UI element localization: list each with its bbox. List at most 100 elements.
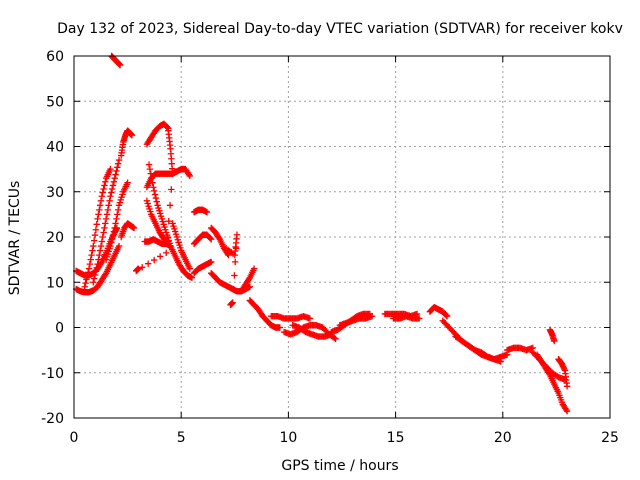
- data-point: [186, 172, 193, 180]
- data-point: [110, 228, 118, 235]
- data-point: [149, 179, 156, 186]
- data-point: [111, 224, 118, 232]
- y-tick-label: -20: [41, 411, 64, 427]
- data-point: [246, 283, 254, 290]
- data-point: [208, 236, 215, 243]
- data-point: [102, 178, 109, 185]
- data-point: [96, 206, 103, 214]
- data-point: [108, 189, 115, 196]
- chart-title: Day 132 of 2023, Sidereal Day-to-day VTE…: [57, 21, 623, 37]
- data-point: [188, 274, 196, 281]
- axis-ticks: [73, 55, 611, 419]
- data-point: [111, 174, 118, 182]
- data-point: [96, 251, 103, 259]
- data-point: [92, 268, 100, 275]
- data-point: [153, 198, 160, 205]
- data-point: [107, 193, 114, 200]
- data-point: [109, 182, 117, 189]
- data-point: [103, 211, 111, 218]
- data-point: [84, 272, 91, 280]
- y-tick-labels: -20 -10 0 10 20 30 40 50 60: [41, 49, 64, 427]
- x-tick-label: 25: [601, 430, 619, 446]
- y-tick-label: 20: [46, 230, 64, 246]
- data-point: [152, 194, 160, 202]
- x-axis-label: GPS time / hours: [281, 458, 398, 474]
- data-point: [89, 247, 96, 254]
- data-point: [150, 184, 157, 191]
- data-point: [146, 165, 154, 173]
- data-point: [185, 171, 193, 178]
- data-point: [203, 208, 211, 216]
- data-point: [110, 178, 118, 185]
- x-tick-label: 20: [494, 430, 512, 446]
- data-point: [276, 324, 284, 331]
- x-tick-label: 15: [387, 430, 405, 446]
- data-point: [101, 224, 108, 232]
- data-point: [162, 249, 170, 257]
- data-point: [98, 238, 106, 245]
- data-points: [72, 52, 571, 415]
- data-point: [86, 260, 94, 268]
- y-tick-label: 10: [46, 275, 64, 291]
- data-point: [166, 202, 174, 209]
- gridlines: [74, 56, 610, 418]
- data-point: [93, 264, 100, 271]
- data-point: [306, 315, 314, 322]
- data-point: [97, 197, 105, 204]
- data-point: [124, 179, 131, 186]
- data-point: [100, 229, 107, 236]
- data-point: [106, 197, 113, 204]
- data-point: [138, 264, 146, 271]
- data-point: [233, 231, 241, 238]
- y-tick-label: 30: [46, 185, 64, 201]
- data-point: [144, 260, 152, 267]
- data-point: [114, 160, 122, 167]
- data-point: [169, 170, 176, 177]
- data-point: [90, 279, 97, 286]
- data-point: [116, 61, 124, 69]
- data-point: [107, 165, 114, 173]
- data-point: [81, 283, 88, 290]
- y-tick-label: 50: [46, 94, 64, 110]
- y-tick-label: 0: [55, 321, 64, 337]
- x-tick-label: 0: [70, 430, 79, 446]
- data-point: [102, 220, 109, 227]
- data-point: [250, 265, 258, 272]
- data-point: [113, 167, 120, 175]
- data-point: [563, 408, 571, 415]
- x-tick-label: 5: [177, 430, 186, 446]
- data-point: [114, 211, 121, 218]
- data-point: [208, 258, 215, 266]
- data-point: [100, 185, 107, 193]
- data-point: [112, 171, 119, 178]
- data-point: [227, 301, 234, 309]
- data-point: [148, 174, 155, 182]
- data-point: [442, 312, 450, 319]
- data-point: [563, 406, 570, 414]
- data-point: [94, 260, 101, 268]
- data-point: [85, 265, 93, 272]
- data-point: [114, 164, 121, 171]
- data-point: [164, 124, 171, 131]
- data-point: [207, 235, 214, 242]
- data-point: [95, 211, 102, 218]
- data-point: [105, 202, 112, 209]
- y-tick-label: 60: [46, 49, 64, 65]
- data-point: [88, 251, 95, 259]
- data-point: [95, 256, 102, 263]
- data-point: [164, 233, 171, 241]
- data-point: [147, 170, 154, 177]
- data-point: [115, 156, 123, 164]
- data-point: [112, 220, 119, 227]
- y-axis-label: SDTVAR / TECUs: [7, 181, 23, 296]
- data-point: [91, 271, 99, 279]
- data-point: [87, 256, 94, 263]
- data-point: [135, 265, 142, 272]
- x-tick-label: 10: [279, 430, 297, 446]
- data-point: [91, 231, 99, 239]
- data-point: [97, 242, 105, 250]
- data-point: [98, 193, 106, 200]
- data-point: [232, 258, 239, 266]
- data-point: [108, 185, 116, 193]
